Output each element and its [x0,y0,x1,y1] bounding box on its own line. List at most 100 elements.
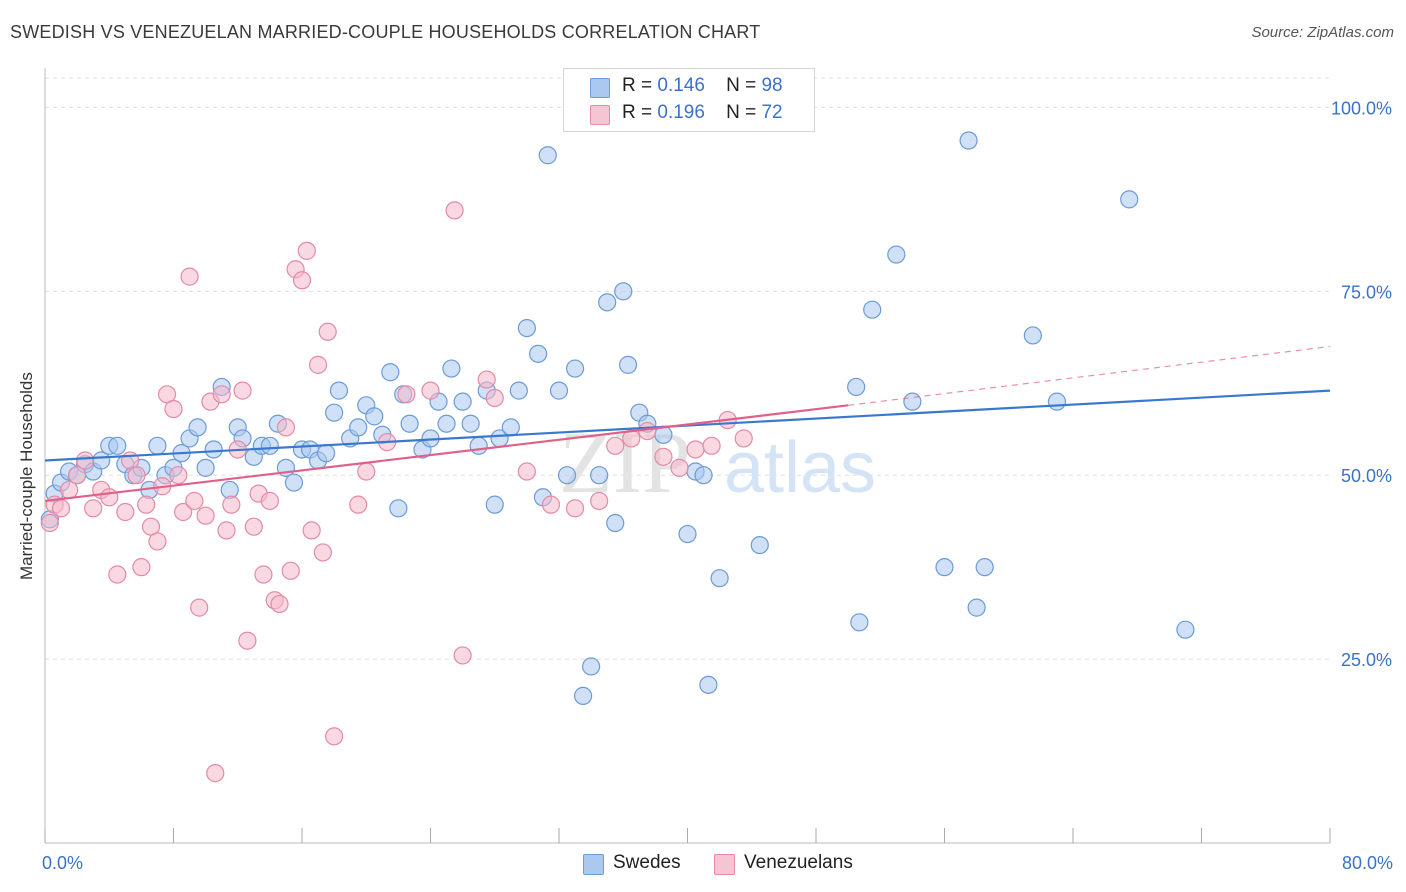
venezuelans-legend-swatch [714,854,735,875]
swedes-point [517,318,536,338]
venezuelans-point [244,517,263,536]
swedes-point [188,418,207,437]
y-tick-label: 100.0% [1331,98,1392,118]
swedes-r-value: 0.146 [657,75,705,96]
swedes-point [529,344,548,363]
venezuelans-point [686,440,705,459]
venezuelans-point [76,451,95,470]
swedes-point [204,440,223,459]
swedes-point [1023,326,1042,345]
venezuelans-point [357,462,376,481]
venezuelans-point [541,495,561,514]
venezuelans-n-value: 72 [761,102,783,123]
venezuelans-point [453,646,472,665]
venezuelans-trend-line [848,345,1331,406]
venezuelans-point [185,491,204,511]
swedes-point [1120,190,1139,209]
venezuelans-point [164,399,183,419]
swedes-point [260,436,279,455]
venezuelans-point [206,764,225,783]
swedes-point [1176,620,1195,639]
venezuelans-point [313,543,332,562]
venezuelans-point [148,532,167,551]
venezuelans-point [100,488,119,507]
correlation-legend: R = 0.146 N = 98 R = 0.196 N = 72 [563,68,815,132]
swedes-n-value: 98 [761,75,783,96]
swedes-point [565,359,585,378]
swedes-point [598,293,617,312]
data-points [40,102,1195,783]
swedes-point [887,245,906,264]
swedes-point [284,473,304,492]
swedes-point [850,613,869,632]
venezuelans-point [190,598,209,617]
swedes-point [967,598,986,617]
y-axis-label: Married-couple Households [17,372,36,580]
swedes-point [606,513,625,533]
swedes-point [469,436,488,455]
venezuelans-point [477,370,496,389]
venezuelans-point [108,565,127,584]
swedes-point [453,392,472,411]
axes [44,68,1331,844]
swedes-point [614,282,633,301]
swedes-point [148,436,167,455]
swedes-point [573,686,593,705]
venezuelans-point [565,499,585,518]
venezuelans-point [51,499,71,518]
swedes-point [699,675,718,694]
venezuelans-point [169,466,188,485]
swedes-point [678,524,697,544]
source-label: Source: ZipAtlas.com [1251,24,1394,41]
venezuelans-point [270,594,289,614]
venezuelans-point [606,436,625,455]
venezuelans-point [276,418,296,437]
venezuelans-point [638,421,657,441]
swedes-point [442,359,461,378]
swedes-legend-label: Swedes [613,852,681,873]
venezuelans-point [421,381,440,400]
tick-labels: 25.0% 50.0% 75.0% 100.0% 0.0% 80.0% [42,98,1393,873]
swedes-point [437,414,456,433]
venezuelans-point [217,521,236,540]
venezuelans-point [260,491,279,511]
swedes-point [538,146,557,165]
venezuelans-swatch [590,105,610,125]
venezuelans-point [308,355,328,374]
y-tick-label: 25.0% [1341,650,1392,670]
venezuelans-point [238,631,257,650]
swedes-point [1047,392,1067,411]
swedes-point [863,300,882,319]
venezuelans-point [137,495,156,514]
venezuelans-point [590,491,609,511]
swedes-point [590,466,609,485]
swedes-point [509,381,528,400]
swedes-point [847,377,866,397]
swedes-point [501,418,520,437]
swedes-point [400,414,419,433]
swedes-point [461,414,480,433]
venezuelans-point [670,458,689,477]
venezuelans-point [196,506,215,525]
swedes-point [903,392,922,411]
venezuelans-point [349,495,368,514]
venezuelans-point [222,495,241,514]
venezuelans-trend-line [44,404,849,503]
swedes-point [108,436,127,455]
swedes-point [959,131,978,150]
swedes-swatch [590,78,610,98]
venezuelans-point [297,241,316,260]
swedes-point [381,363,400,382]
y-axis-label-wrap: Married-couple Households [17,372,37,600]
venezuelans-point [212,385,231,404]
venezuelans-point [302,521,321,540]
venezuelans-point [397,385,416,404]
swedes-point [935,558,954,577]
swedes-point [557,466,577,485]
swedes-point [694,466,713,485]
venezuelans-point [132,558,151,577]
venezuelans-point [325,727,344,746]
swedes-legend-swatch [583,854,604,875]
swedes-point [618,355,638,374]
venezuelans-point [654,447,673,466]
